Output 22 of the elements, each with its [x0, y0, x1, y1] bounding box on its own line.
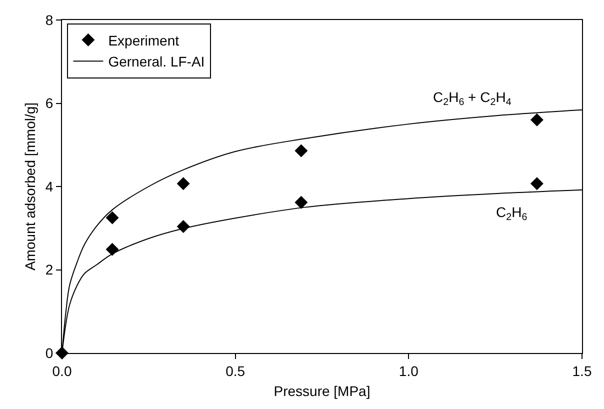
- x-tick-label: 1.5: [572, 362, 592, 379]
- y-tick-label: 4: [45, 178, 54, 194]
- point: [294, 144, 308, 158]
- y-tick-label: 6: [45, 95, 54, 112]
- x-tick-label: 0.0: [52, 362, 72, 379]
- y-tick-label: 8: [45, 12, 54, 28]
- x-axis-title: Pressure [MPa]: [274, 383, 370, 400]
- point: [530, 177, 544, 190]
- y-axis-title: Amount adsorbed [mmol/g]: [22, 102, 38, 271]
- point: [294, 196, 308, 209]
- x-tick-label: 1.0: [398, 362, 419, 379]
- annotation: C$_{2}$H$_{6}$ + C$_{2}$H$_{4}$: [433, 89, 512, 108]
- x-tick-label: 0.5: [226, 362, 246, 379]
- point: [106, 211, 119, 224]
- legend-label: Gerneral. LF-AI: [108, 54, 205, 70]
- annotation: C$_{2}$H$_{6}$: [496, 204, 528, 223]
- legend-label: Experiment: [108, 32, 180, 48]
- point: [176, 177, 190, 190]
- y-tick-label: 0: [45, 344, 54, 361]
- point: [530, 113, 544, 126]
- point: [106, 242, 119, 256]
- y-tick-label: 2: [45, 262, 54, 278]
